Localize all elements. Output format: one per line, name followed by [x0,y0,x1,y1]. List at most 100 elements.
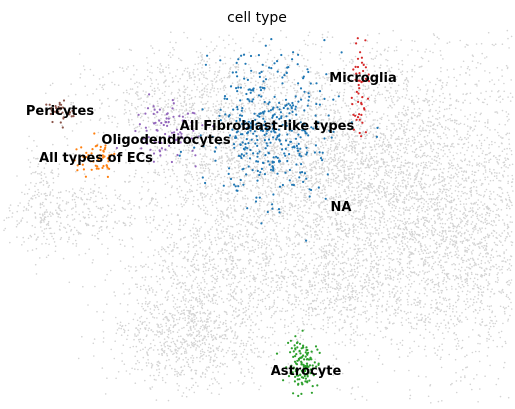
na-point [373,277,376,280]
na-point [266,171,269,173]
na-point [490,290,492,293]
na-point [339,223,342,225]
na-point [461,339,464,342]
na-point [452,230,454,233]
na-point [501,75,504,77]
na-point [497,208,500,210]
na-point [282,212,285,215]
na-point [394,90,397,92]
na-point [424,249,427,252]
na-point [329,218,332,220]
na-point [473,301,475,304]
na-point [353,150,356,152]
na-point [314,126,316,129]
na-point [442,266,445,268]
na-point [456,337,459,340]
na-point [288,108,291,110]
na-point [456,152,458,155]
na-point [349,129,351,131]
na-point [389,198,392,201]
na-point [374,161,376,163]
na-point [459,240,462,243]
na-point [280,121,283,123]
na-point [407,161,410,164]
na-point [295,178,298,181]
na-point [453,68,455,70]
na-point [351,173,353,175]
na-point [429,165,431,167]
na-point [441,303,443,306]
na-point [340,283,342,286]
na-point [469,305,471,307]
na-point [356,319,359,321]
na-point [437,112,439,115]
na-point [427,261,429,264]
na-point [256,118,258,121]
na-point [344,206,347,208]
na-point [361,264,364,267]
na-point [472,329,474,331]
na-point [378,227,381,230]
na-point [331,89,333,92]
na-point [487,122,489,124]
na-point [399,228,402,230]
na-point [376,93,379,95]
na-point [351,218,353,220]
na-point [390,252,393,255]
na-point [429,321,431,324]
na-point [337,299,339,301]
na-point [257,221,260,224]
na-point [386,220,389,222]
na-point [133,175,136,178]
na-point [360,300,363,303]
na-point [495,243,497,246]
na-point [463,180,465,182]
na-point [385,239,388,241]
na-point [482,308,485,311]
na-point [508,138,510,141]
na-point [381,165,383,168]
na-point [359,208,362,211]
na-point [351,287,354,290]
na-point [431,227,434,229]
na-point [489,179,492,182]
na-point [378,203,381,206]
na-point [455,288,457,290]
na-point [365,207,367,210]
na-point [199,246,202,249]
na-point [500,196,502,198]
na-point [242,219,244,222]
na-point [370,241,373,244]
na-point [344,133,346,136]
na-point [401,201,404,203]
na-point [475,264,477,266]
na-point [220,102,223,105]
na-point [382,189,385,191]
na-point [283,192,286,194]
na-point [284,67,287,69]
na-point [347,293,350,296]
na-point [393,210,395,212]
na-point [491,43,494,46]
na-point [302,161,305,164]
na-point [324,141,327,144]
na-point [324,191,326,194]
na-point [334,250,336,253]
na-point [424,328,427,331]
na-point [345,149,347,151]
na-point [420,162,423,164]
na-point [113,291,115,293]
na-point [445,299,448,302]
na-point [463,170,466,172]
na-point [464,376,466,379]
na-point [347,174,349,177]
na-point [387,236,390,238]
na-point [407,120,409,123]
na-point [347,110,350,113]
na-point [367,319,370,321]
na-point [506,29,509,32]
na-point [336,182,338,184]
na-point [484,324,486,327]
na-point [273,81,275,83]
na-point [301,138,303,141]
